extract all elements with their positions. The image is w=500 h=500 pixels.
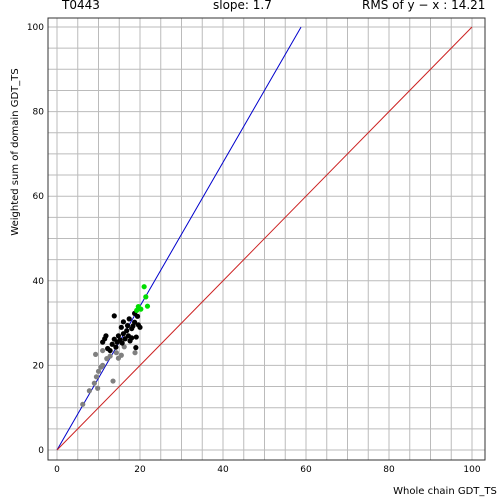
plot-frame: [47, 17, 486, 461]
x-tick-label: 20: [134, 465, 146, 475]
gray-data-point: [86, 388, 92, 394]
x-tick-label: 0: [54, 465, 60, 475]
reference-lines: [56, 26, 473, 451]
gray-data-point: [118, 352, 124, 358]
black-data-point: [119, 340, 125, 346]
y-tick-label: 100: [27, 23, 44, 33]
gray-data-point: [95, 385, 101, 391]
black-data-point: [124, 323, 131, 329]
slope-label: slope: 1.7: [213, 0, 272, 12]
green-data-point: [138, 306, 144, 312]
target-label: T0443: [61, 0, 100, 12]
black-data-point: [107, 347, 113, 354]
gray-data-point: [107, 353, 113, 359]
black-data-point: [126, 316, 132, 322]
x-tick-label: 40: [217, 465, 229, 475]
green-data-point: [143, 294, 149, 300]
x-tick-label: 60: [300, 465, 312, 475]
black-data-point: [129, 335, 135, 341]
green-data-point: [144, 303, 151, 309]
black-data-point: [137, 324, 143, 330]
x-tick-label: 100: [463, 465, 480, 475]
gray-data-point: [92, 351, 99, 358]
x-tick-label: 80: [383, 465, 395, 475]
rms-label: RMS of y − x : 14.21: [362, 0, 485, 12]
gray-data-point: [113, 350, 119, 356]
black-data-point: [124, 328, 130, 334]
y-tick-label: 0: [38, 446, 44, 456]
y-axis-label: Weighted sum of domain GDT_TS: [10, 68, 21, 235]
y-tick-label: 20: [33, 361, 45, 371]
data-points: [80, 284, 151, 407]
axis-ticks: 0 20 40 60 80 100 0 20 40 60 80 100: [27, 23, 481, 475]
black-data-point: [115, 333, 122, 339]
gray-data-point: [93, 374, 100, 380]
y-tick-label: 60: [33, 192, 45, 202]
black-data-point: [118, 324, 124, 330]
identity-line: [56, 26, 473, 451]
gray-data-point: [100, 362, 106, 368]
black-data-point: [133, 334, 139, 340]
black-data-point: [132, 319, 138, 325]
gray-data-point: [91, 380, 97, 386]
gray-data-point: [95, 368, 102, 374]
gray-data-point: [132, 350, 138, 356]
gray-data-point: [110, 378, 116, 384]
green-data-point: [141, 284, 147, 290]
gray-data-point: [100, 347, 106, 354]
y-tick-label: 40: [33, 277, 45, 287]
black-data-point: [120, 319, 126, 325]
black-data-point: [120, 331, 126, 337]
black-data-point: [109, 341, 115, 347]
gray-data-point: [121, 344, 127, 350]
black-data-point: [113, 344, 119, 350]
fit-line: [56, 26, 302, 451]
x-axis-label: Whole chain GDT_TS: [393, 486, 497, 497]
black-data-point: [133, 345, 139, 351]
gray-data-point: [80, 401, 86, 407]
black-data-point: [111, 313, 117, 319]
grid: [48, 18, 485, 460]
black-data-point: [103, 333, 109, 339]
black-data-point: [122, 336, 128, 342]
y-tick-label: 80: [33, 108, 45, 118]
